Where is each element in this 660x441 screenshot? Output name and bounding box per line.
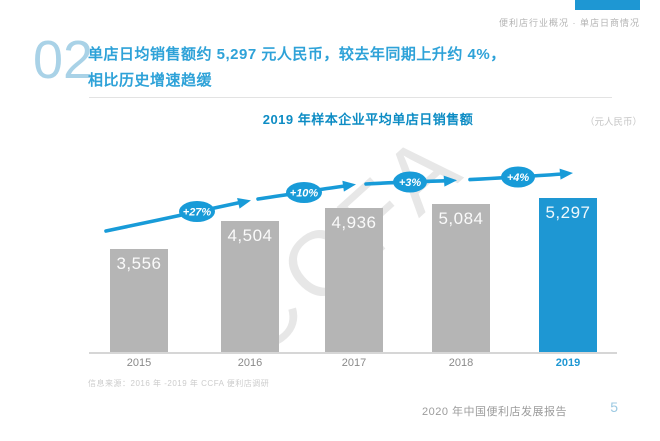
bar-2017: 4,936 [325, 208, 383, 352]
x-label-2015: 2015 [126, 357, 152, 369]
growth-label-2018: +3% [399, 177, 422, 189]
bar-value-label: 4,504 [227, 226, 273, 245]
top-accent-bar [575, 0, 640, 10]
x-label-2016: 2016 [237, 357, 263, 369]
chart-title: 2019 年样本企业平均单店日销售额 [262, 112, 474, 127]
header-divider [89, 97, 612, 98]
growth-label-2019: +4% [507, 172, 530, 184]
section-headline: 单店日均销售额约 5,297 元人民币，较去年同期上升约 4%， 相比历史增速趋… [88, 42, 506, 94]
source-note: 信息来源：2016 年 -2019 年 CCFA 便利店调研 [88, 379, 270, 388]
arrow-right-icon [559, 168, 573, 180]
bar-value-label: 5,297 [545, 203, 591, 222]
growth-bubble-2019 [501, 166, 535, 188]
growth-bubble-2016 [179, 201, 215, 222]
page-number: 5 [610, 399, 618, 415]
growth-bubble-2017 [286, 182, 322, 203]
trend-segment [256, 184, 347, 201]
trend-segment [104, 200, 242, 233]
x-label-2019: 2019 [555, 357, 581, 369]
growth-label-2017: +10% [290, 188, 319, 200]
arrow-right-icon [443, 175, 457, 187]
trend-segment [468, 172, 564, 182]
bar-2016: 4,504 [221, 221, 279, 352]
x-label-2017: 2017 [341, 357, 367, 369]
bar-value-label: 3,556 [116, 254, 162, 273]
arrow-right-icon [237, 197, 251, 209]
chart-unit-note: （元人民币） [584, 117, 642, 128]
growth-bubble-2018 [393, 171, 427, 193]
x-axis-line [89, 352, 617, 354]
growth-label-2016: +27% [183, 207, 212, 219]
bar-2015: 3,556 [110, 249, 168, 352]
x-label-2018: 2018 [448, 357, 474, 369]
breadcrumb: 便利店行业概况 · 单店日商情况 [499, 18, 640, 28]
bar-value-label: 5,084 [438, 209, 484, 228]
bar-value-label: 4,936 [331, 213, 377, 232]
headline-line-2: 相比历史增速趋缓 [88, 72, 213, 89]
bar-2018: 5,084 [432, 204, 490, 352]
trend-segment [364, 179, 448, 186]
section-number: 02 [33, 30, 94, 90]
headline-line-1: 单店日均销售额约 5,297 元人民币，较去年同期上升约 4%， [88, 46, 506, 63]
report-title: 2020 年中国便利店发展报告 [421, 406, 567, 418]
arrow-right-icon [342, 180, 356, 192]
bar-2019-highlight: 5,297 [539, 198, 597, 352]
